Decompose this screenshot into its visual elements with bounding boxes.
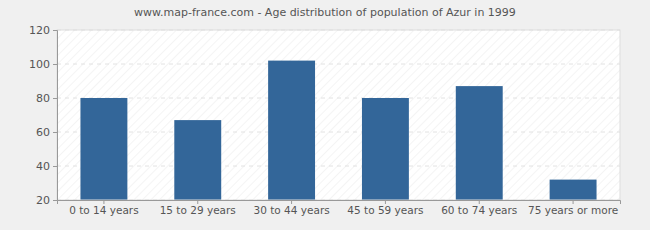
x-tick: 15 to 29 years	[160, 200, 236, 216]
y-tick-label: 60	[36, 126, 50, 139]
grid-line	[57, 132, 620, 133]
x-tick: 60 to 74 years	[441, 200, 517, 216]
x-axis: 0 to 14 years 15 to 29 years 30 to 44 year…	[58, 200, 621, 216]
x-tick-label: 30 to 44 years	[253, 204, 329, 216]
bar	[268, 61, 315, 200]
y-tick-mark	[53, 64, 57, 65]
y-axis-line	[53, 31, 58, 201]
grid-line	[57, 64, 620, 65]
grid	[57, 30, 620, 200]
y-tick-label: 100	[29, 58, 50, 71]
y-tick-label: 80	[36, 92, 50, 105]
x-tick-mark	[479, 200, 480, 204]
x-tick-label: 15 to 29 years	[160, 204, 236, 216]
y-tick: 40	[36, 160, 57, 173]
x-tick-mark	[573, 200, 574, 204]
y-tick: 100	[29, 58, 57, 71]
x-tick-mark	[103, 200, 104, 204]
y-tick-mark	[53, 166, 57, 167]
x-tick: 0 to 14 years	[69, 200, 139, 216]
y-tick-label: 120	[29, 24, 50, 37]
y-tick-mark	[53, 132, 57, 133]
y-axis: 20 40 60 80 100 120	[29, 24, 58, 207]
grid-line	[57, 98, 620, 99]
bar	[362, 98, 409, 200]
x-tick: 45 to 59 years	[347, 200, 423, 216]
x-tick-label: 45 to 59 years	[347, 204, 423, 216]
grid-line	[57, 166, 620, 167]
y-tick-label: 20	[36, 194, 50, 207]
y-tick: 80	[36, 92, 57, 105]
plot: 20 40 60 80 100 120 0 to 14 years 15 to 29 year…	[29, 24, 621, 216]
x-tick: 30 to 44 years	[253, 200, 329, 216]
x-tick-label: 0 to 14 years	[69, 204, 139, 216]
bar	[80, 98, 127, 200]
title: www.map-france.com - Age distribution of…	[134, 6, 516, 19]
x-tick-label: 75 years or more	[528, 204, 618, 216]
y-tick: 60	[36, 126, 57, 139]
x-tick-mark	[385, 200, 386, 204]
y-tick-mark	[53, 30, 57, 31]
bar	[456, 86, 503, 200]
plot-area	[57, 30, 620, 200]
y-tick-mark	[53, 98, 57, 99]
y-tick-mark	[53, 200, 57, 201]
plot-frame	[57, 30, 620, 200]
y-tick: 120	[29, 24, 57, 37]
x-tick-mark	[197, 200, 198, 204]
y-tick-label: 40	[36, 160, 50, 173]
x-tick-label: 60 to 74 years	[441, 204, 517, 216]
x-tick: 75 years or more	[528, 200, 618, 216]
bar	[550, 180, 597, 200]
y-tick: 20	[36, 194, 57, 207]
background	[0, 0, 650, 230]
x-tick-mark	[291, 200, 292, 204]
bars	[80, 61, 596, 200]
bar	[174, 120, 221, 200]
chart: 20 40 60 80 100 120 0 to 14 years 15 to 29 year…	[0, 0, 650, 230]
